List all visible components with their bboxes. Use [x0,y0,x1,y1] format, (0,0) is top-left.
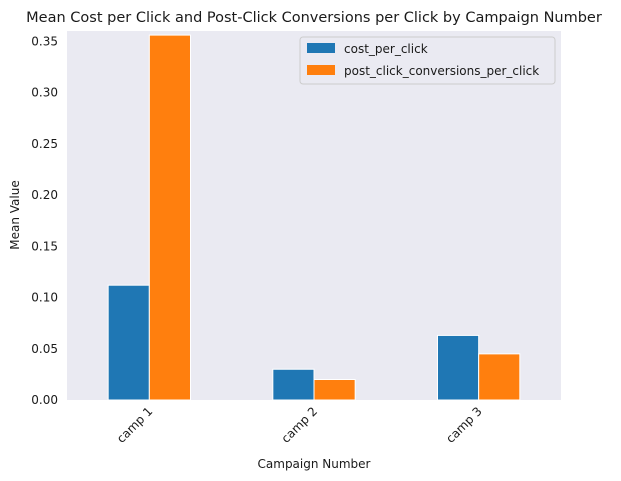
bar-cost-per-click-camp-2 [272,368,315,401]
bars-group [107,34,521,401]
y-tick-label: 0.35 [31,34,58,48]
y-axis-label: Mean Value [8,180,22,249]
y-tick-label: 0.10 [31,291,58,305]
y-tick-label: 0.30 [31,86,58,100]
legend: cost_per_click post_click_conversions_pe… [299,36,556,85]
legend-label-cost-per-click: cost_per_click [344,42,428,56]
x-axis-ticks: camp 1 camp 2 camp 3 [114,404,485,446]
legend-swatch-post-click-conversions-per-click [307,65,335,75]
y-tick-label: 0.05 [31,342,58,356]
y-tick-label: 0.20 [31,188,58,202]
bar-post-click-conversions-per-click-camp-3 [478,353,521,401]
legend-label-post-click-conversions-per-click: post_click_conversions_per_click [344,64,539,78]
y-axis-ticks: 0.00 0.05 0.10 0.15 0.20 0.25 0.30 0.35 [31,34,58,407]
legend-swatch-cost-per-click [307,43,335,53]
y-tick-label: 0.15 [31,239,58,253]
bar-post-click-conversions-per-click-camp-1 [148,34,191,401]
legend-box [299,36,556,85]
x-tick-label: camp 3 [443,404,485,446]
bar-cost-per-click-camp-3 [437,334,480,401]
x-axis-label: Campaign Number [258,457,371,471]
x-tick-label: camp 1 [114,404,156,446]
bar-post-click-conversions-per-click-camp-2 [313,379,356,401]
x-tick-label: camp 2 [279,404,321,446]
chart-title: Mean Cost per Click and Post-Click Conve… [26,10,602,26]
y-tick-label: 0.00 [31,393,58,407]
y-tick-label: 0.25 [31,137,58,151]
bar-cost-per-click-camp-1 [107,284,150,401]
